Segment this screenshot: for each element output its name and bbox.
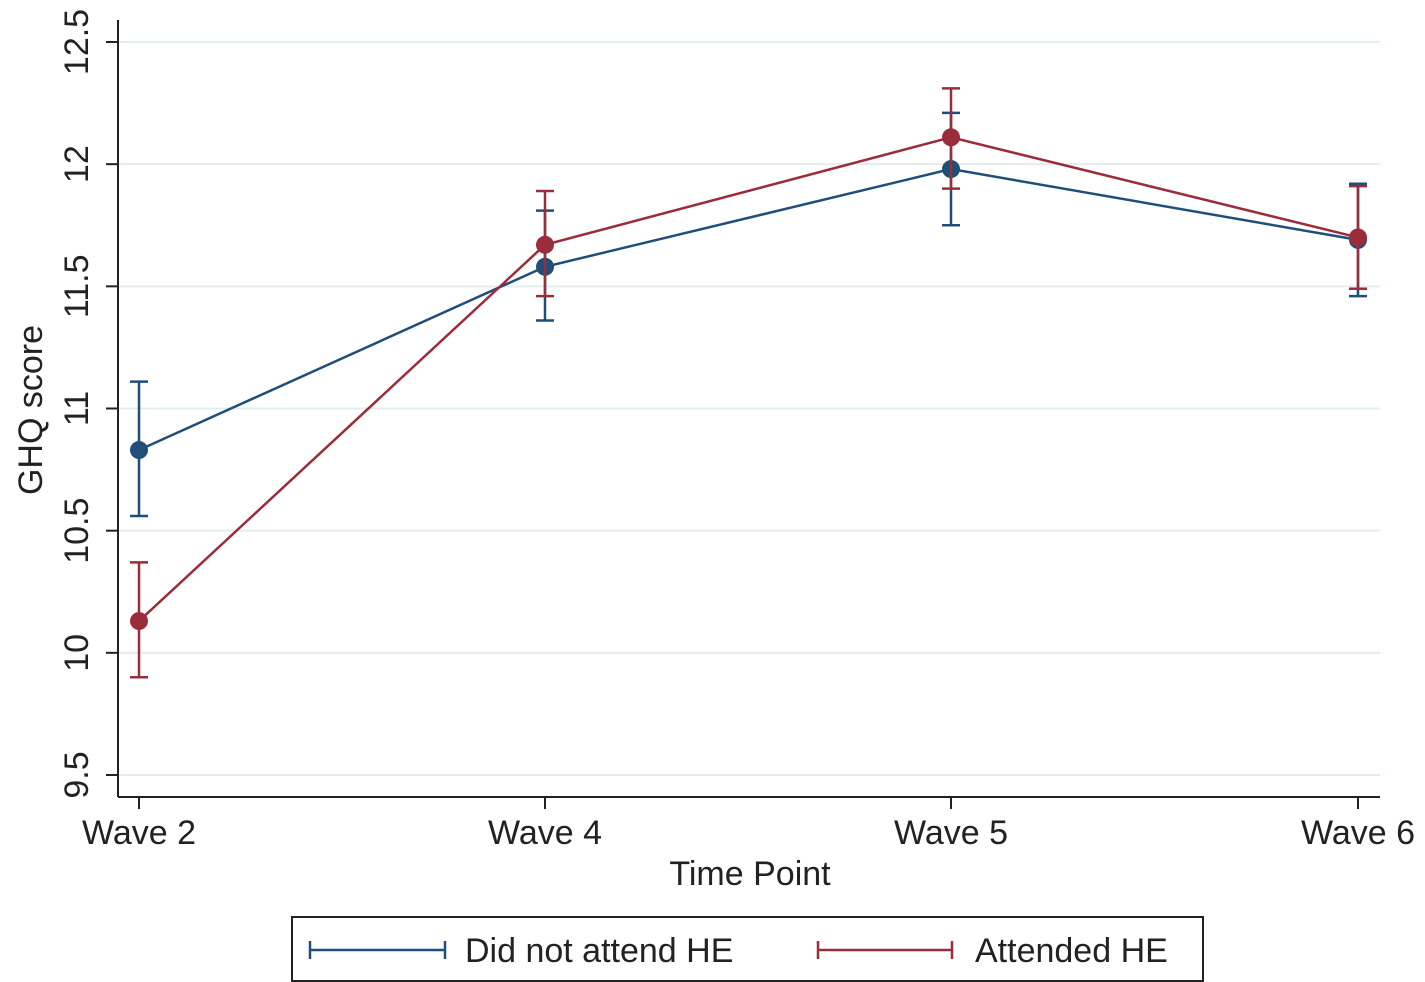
- y-tick-label: 12.5: [58, 9, 96, 75]
- x-tick-label: Wave 2: [82, 814, 196, 852]
- x-tick-label: Wave 4: [488, 814, 602, 852]
- series-line: [138, 167, 1359, 452]
- x-tick-label: Wave 6: [1301, 814, 1415, 852]
- data-point: [130, 612, 148, 631]
- data-point: [130, 441, 148, 460]
- series-line: [138, 135, 1359, 622]
- series-1: [130, 87, 1367, 679]
- y-tick-label: 11.5: [58, 255, 96, 319]
- x-tick-label: Wave 5: [894, 814, 1008, 852]
- legend-item-attended: Attended HE: [816, 932, 1168, 970]
- y-tick-label: 9.5: [58, 751, 96, 798]
- x-axis-ticks: Wave 2 Wave 4 Wave 5 Wave 6: [82, 797, 1415, 852]
- y-tick-label: 11: [58, 391, 96, 426]
- y-tick-label: 12: [58, 145, 96, 183]
- legend-label-did-not-attend: Did not attend HE: [465, 932, 733, 970]
- data-point: [942, 128, 960, 147]
- data-point: [536, 235, 554, 254]
- series-0: [130, 111, 1367, 518]
- y-tick-label: 10.5: [58, 498, 96, 564]
- grid-lines: [118, 41, 1380, 776]
- legend-item-did-not-attend: Did not attend HE: [308, 932, 733, 970]
- y-tick-label: 10: [58, 634, 96, 672]
- y-axis-title: GHQ score: [12, 325, 50, 495]
- legend-label-attended: Attended HE: [975, 932, 1168, 970]
- data-point: [1349, 228, 1367, 247]
- legend: Did not attend HE Attended HE: [291, 916, 1204, 982]
- x-axis-title: Time Point: [669, 855, 831, 893]
- y-axis-ticks: 9.5 10 10.5 11 11.5 12 12.5: [58, 9, 118, 799]
- series-layer: [130, 87, 1367, 679]
